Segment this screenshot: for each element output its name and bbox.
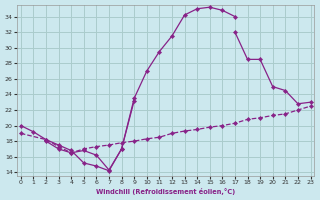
X-axis label: Windchill (Refroidissement éolien,°C): Windchill (Refroidissement éolien,°C) [96,188,235,195]
